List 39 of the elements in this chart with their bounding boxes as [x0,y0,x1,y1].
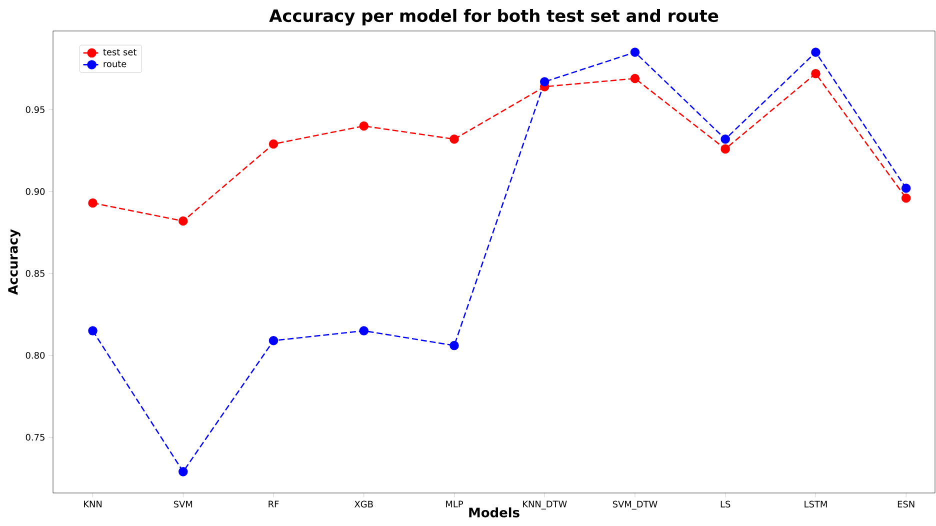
point [450,134,459,144]
x-tick-label: ESN [898,500,914,508]
point [359,326,369,336]
y-tick-label: 0.85 [26,270,44,277]
y-tick-label: 0.95 [26,106,44,114]
y-tick-label: 0.75 [26,434,44,441]
point [901,193,911,203]
point [540,77,550,86]
point [630,74,640,84]
x-tick-label: XGB [354,500,373,508]
chart-title: Accuracy per model for both test set and route [269,8,718,26]
point [88,198,98,208]
point [359,121,369,131]
x-tick-label: RF [268,500,279,508]
point [630,48,640,57]
point [720,134,730,144]
point [811,48,820,57]
x-tick-label: SVM_DTW [612,500,658,510]
point [811,68,820,78]
x-axis-title: Models [469,507,520,518]
x-tick-label: LS [720,500,730,508]
y-axis-title: Accuracy [8,229,20,295]
point [268,336,278,346]
x-tick-label: KNN [84,500,102,508]
point [88,326,98,336]
point [901,184,911,193]
x-tick-label: LSTM [804,500,827,508]
x-tick-label: MLP [446,500,464,508]
point [178,216,188,226]
point [720,144,730,154]
y-tick-label: 0.80 [26,352,45,359]
point [268,139,278,149]
x-tick-label: KNN_DTW [522,500,567,510]
x-tick-label: SVM [174,500,192,508]
y-tick-label: 0.90 [26,188,45,195]
legend-label: route [104,60,126,68]
legend-label: test set [103,49,136,56]
point [450,340,459,350]
point [178,467,188,476]
